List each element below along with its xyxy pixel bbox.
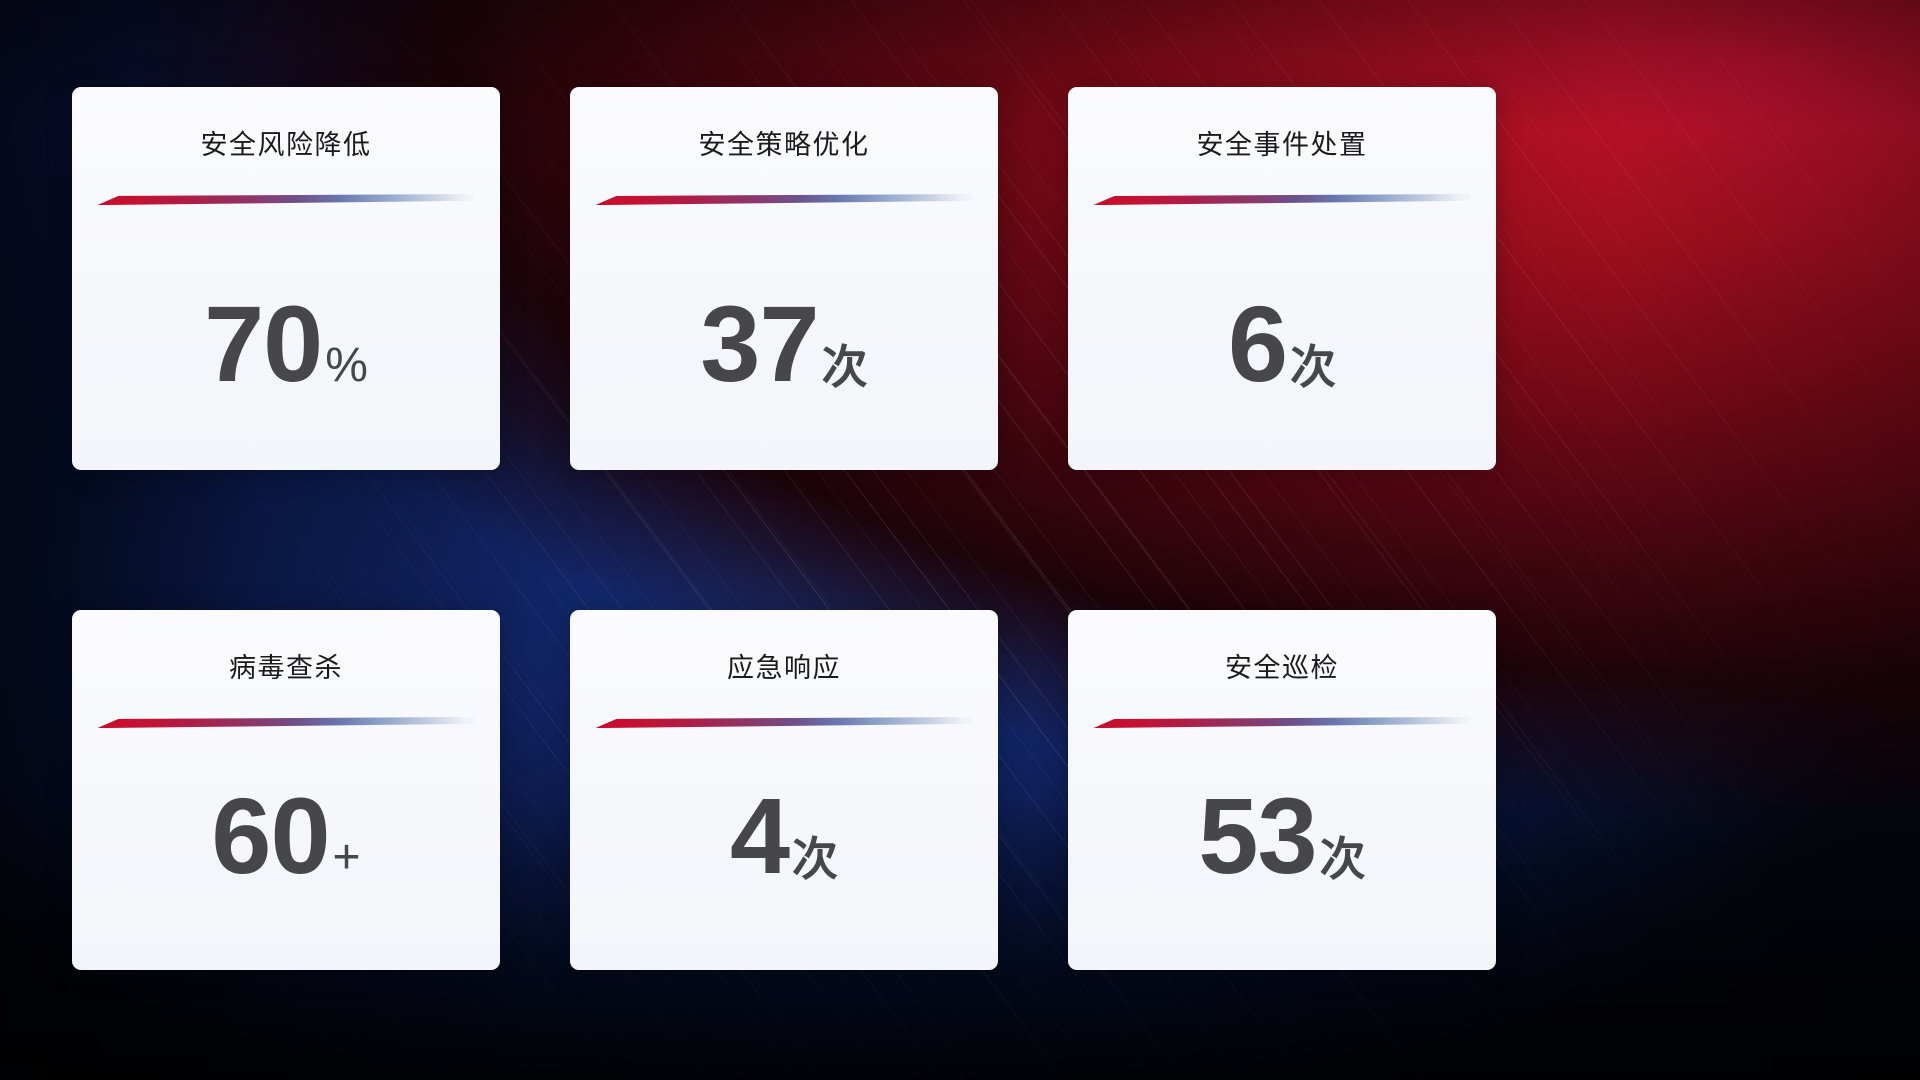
stat-card-value: 70 %: [204, 290, 368, 470]
stat-value-number: 4: [729, 775, 790, 896]
stat-card-divider: [1093, 194, 1471, 205]
stat-value-unit: 次: [821, 341, 868, 393]
stat-card-security-incident-handling[interactable]: 安全事件处置 6 次: [1068, 87, 1496, 470]
stat-card-value: 37 次: [700, 290, 867, 470]
stat-card-grid: 安全风险降低 70 % 安全策略优化 37 次 安全事件处置 6 次: [72, 87, 1497, 970]
stat-card-title: 安全巡检: [1225, 653, 1339, 683]
stat-value-unit: %: [325, 339, 368, 392]
stat-card-title: 病毒查杀: [229, 653, 343, 683]
stat-value-number: 6: [1227, 283, 1288, 404]
stat-value-number: 70: [204, 283, 323, 404]
stat-value-number: 37: [700, 283, 819, 404]
stat-card-title: 安全风险降低: [200, 130, 372, 160]
stat-card-security-inspection[interactable]: 安全巡检 53 次: [1068, 610, 1496, 970]
stat-card-title: 安全策略优化: [698, 130, 870, 160]
stat-card-divider: [97, 717, 475, 728]
stat-card-security-policy-optimization[interactable]: 安全策略优化 37 次: [570, 87, 998, 470]
stat-card-value: 6 次: [1228, 290, 1336, 470]
stat-value-unit: 次: [792, 833, 839, 885]
stat-card-divider: [97, 194, 475, 205]
stat-value-unit: +: [332, 831, 361, 884]
stat-card-virus-scan-and-kill[interactable]: 病毒查杀 60 +: [72, 610, 500, 970]
stat-value-unit: 次: [1319, 833, 1366, 885]
stat-value-number: 60: [211, 775, 330, 896]
stat-value-unit: 次: [1290, 341, 1337, 393]
stat-card-title: 安全事件处置: [1196, 130, 1368, 160]
stat-value-number: 53: [1198, 775, 1317, 896]
stat-card-value: 4 次: [730, 782, 838, 970]
stat-card-divider: [595, 194, 973, 205]
stat-card-value: 60 +: [211, 782, 360, 970]
stat-card-value: 53 次: [1198, 782, 1365, 970]
stat-card-divider: [595, 717, 973, 728]
stat-card-security-risk-reduction[interactable]: 安全风险降低 70 %: [72, 87, 500, 470]
stat-card-emergency-response[interactable]: 应急响应 4 次: [570, 610, 998, 970]
stat-card-title: 应急响应: [727, 653, 841, 683]
stat-card-divider: [1093, 717, 1471, 728]
